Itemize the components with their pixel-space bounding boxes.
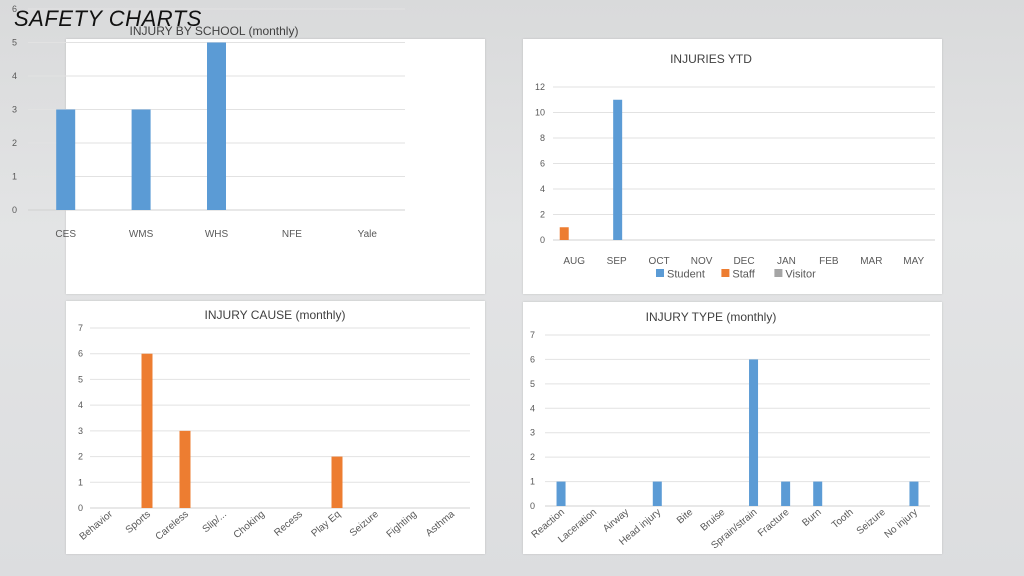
x-tick-label: JAN bbox=[777, 256, 796, 267]
x-tick-label: Seizure bbox=[348, 509, 381, 540]
x-tick-label: Behavior bbox=[78, 508, 116, 542]
x-tick-label: FEB bbox=[819, 256, 839, 267]
y-tick-label: 2 bbox=[12, 138, 17, 148]
x-tick-label: MAY bbox=[903, 256, 924, 267]
x-tick-label: DEC bbox=[733, 256, 754, 267]
y-tick-label: 1 bbox=[530, 477, 535, 487]
y-tick-label: 10 bbox=[535, 108, 545, 118]
x-tick-label: Yale bbox=[358, 229, 378, 240]
y-tick-label: 12 bbox=[535, 82, 545, 92]
x-tick-label: Play Eq bbox=[309, 509, 342, 540]
x-tick-label: CES bbox=[55, 229, 76, 240]
y-tick-label: 5 bbox=[78, 374, 83, 384]
chart-injury-by-school: 0 1 2 3 4 5 6 INJURY BY SCHOOL (monthly) CES WMS W… bbox=[12, 4, 405, 240]
chart-title: INJURY CAUSE (monthly) bbox=[205, 308, 346, 322]
bar-injuries-fracture bbox=[781, 481, 791, 506]
y-tick-label: 6 bbox=[78, 349, 83, 359]
y-tick-label: 6 bbox=[530, 354, 535, 364]
y-tick-label: 4 bbox=[540, 184, 545, 194]
bar-injuries-reaction bbox=[556, 481, 566, 506]
page-title: SAFETY CHARTS bbox=[14, 6, 202, 31]
x-tick-label: NFE bbox=[282, 229, 302, 240]
bar-injuries-ces bbox=[56, 109, 76, 210]
x-tick-label: Burn bbox=[800, 507, 823, 529]
x-tick-label: Tooth bbox=[830, 507, 856, 531]
y-tick-label: 5 bbox=[12, 38, 17, 48]
y-tick-label: 2 bbox=[540, 210, 545, 220]
bar-injuries-no-injury bbox=[909, 481, 919, 506]
chart-title: INJURIES YTD bbox=[670, 52, 752, 66]
y-tick-label: 1 bbox=[78, 477, 83, 487]
x-tick-label: Choking bbox=[232, 509, 267, 541]
x-tick-label: OCT bbox=[649, 256, 670, 267]
y-tick-label: 3 bbox=[530, 428, 535, 438]
bar-staff-aug bbox=[559, 227, 569, 240]
y-tick-label: 6 bbox=[12, 4, 17, 14]
y-tick-label: 4 bbox=[78, 400, 83, 410]
x-tick-label: Recess bbox=[272, 509, 305, 539]
x-tick-label: Bite bbox=[675, 507, 696, 527]
bar-injuries-burn bbox=[813, 481, 823, 506]
bar-injuries-sports bbox=[141, 353, 153, 508]
x-tick-label: WMS bbox=[129, 229, 154, 240]
x-tick-label: Sports bbox=[124, 509, 153, 536]
y-tick-label: 6 bbox=[540, 159, 545, 169]
bar-injuries-wms bbox=[131, 109, 151, 210]
legend-swatch-student bbox=[656, 269, 664, 277]
chart-title: INJURY BY SCHOOL (monthly) bbox=[130, 24, 299, 38]
y-tick-label: 0 bbox=[540, 235, 545, 245]
x-tick-label: NOV bbox=[691, 256, 713, 267]
y-tick-label: 0 bbox=[78, 503, 83, 513]
x-tick-label: AUG bbox=[563, 256, 585, 267]
y-tick-label: 2 bbox=[530, 452, 535, 462]
y-tick-label: 8 bbox=[540, 133, 545, 143]
x-tick-label: SEP bbox=[607, 256, 627, 267]
chart-panel-injuries-ytd: 0 2 4 6 8 10 12 INJURIES YTD AUG SEP OCT NOV DEC JAN F… bbox=[523, 39, 942, 294]
chart-title: INJURY TYPE (monthly) bbox=[646, 310, 777, 324]
x-tick-label: Slip/... bbox=[201, 509, 229, 535]
y-tick-label: 7 bbox=[78, 323, 83, 333]
x-tick-label: No injury bbox=[883, 507, 920, 541]
bar-injuries-careless bbox=[179, 430, 191, 508]
y-tick-label: 1 bbox=[12, 172, 17, 182]
y-tick-label: 5 bbox=[530, 379, 535, 389]
x-tick-label: WHS bbox=[205, 229, 229, 240]
y-tick-label: 3 bbox=[78, 426, 83, 436]
y-tick-label: 3 bbox=[12, 105, 17, 115]
legend-swatch-visitor bbox=[774, 269, 783, 277]
chart-panel-injury-type: 0 1 2 3 4 5 6 7 INJURY TYPE (monthly) Reaction Lac… bbox=[523, 302, 942, 554]
bar-injuries-sprain-strain bbox=[749, 359, 759, 506]
bar-injuries-head-injury bbox=[652, 481, 662, 506]
x-tick-label: Bruise bbox=[699, 507, 728, 534]
y-tick-label: 0 bbox=[530, 501, 535, 511]
legend-label-visitor: Visitor bbox=[785, 269, 816, 281]
bar-injuries-whs bbox=[207, 42, 226, 210]
legend-label-student: Student bbox=[667, 269, 705, 281]
bar-injuries-play-eq bbox=[331, 456, 343, 508]
y-tick-label: 2 bbox=[78, 452, 83, 462]
chart-panel-injury-by-school: 0 1 2 3 4 5 6 INJURY BY SCHOOL (monthly) CES WMS W… bbox=[12, 4, 485, 294]
y-tick-label: 7 bbox=[530, 330, 535, 340]
x-tick-label: MAR bbox=[860, 256, 882, 267]
y-tick-label: 4 bbox=[530, 403, 535, 413]
chart-injuries-ytd: 0 2 4 6 8 10 12 INJURIES YTD AUG SEP OCT NOV DEC JAN F… bbox=[535, 52, 935, 281]
chart-injury-cause: 0 1 2 3 4 5 6 7 INJURY CAUSE (monthly) Behavior Sp… bbox=[78, 308, 470, 543]
x-tick-label: Fracture bbox=[756, 507, 792, 540]
legend-label-staff: Staff bbox=[732, 269, 755, 281]
x-tick-label: Fighting bbox=[385, 509, 419, 540]
y-tick-label: 0 bbox=[12, 205, 17, 215]
chart-panel-injury-cause: 0 1 2 3 4 5 6 7 INJURY CAUSE (monthly) Behavior Sp… bbox=[66, 301, 485, 554]
legend-swatch-staff bbox=[721, 269, 730, 277]
bar-student-sep bbox=[613, 99, 623, 240]
y-tick-label: 4 bbox=[12, 71, 17, 81]
x-tick-label: Asthma bbox=[424, 509, 457, 539]
x-tick-label: Careless bbox=[154, 509, 191, 543]
